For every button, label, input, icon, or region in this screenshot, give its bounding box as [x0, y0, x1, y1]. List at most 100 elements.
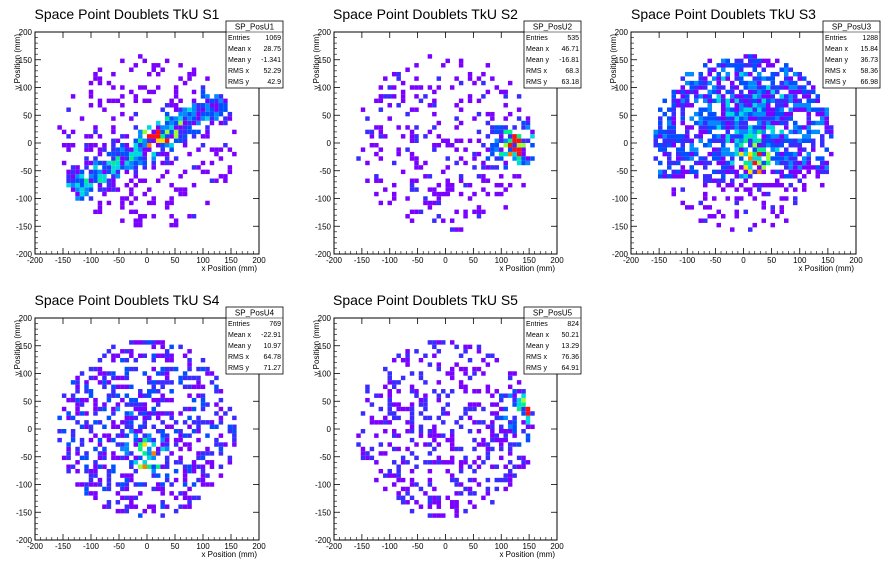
bin: [164, 371, 170, 376]
bin: [721, 178, 726, 183]
bin: [503, 433, 508, 438]
bin: [730, 151, 735, 157]
bin: [445, 411, 450, 416]
bin: [360, 451, 366, 456]
bin: [365, 455, 370, 461]
bin: [84, 143, 89, 148]
bin: [178, 429, 183, 434]
bin: [396, 491, 401, 496]
bin: [703, 218, 708, 223]
bin: [106, 437, 112, 443]
bin: [707, 214, 712, 219]
bin: [445, 191, 450, 197]
bin: [164, 205, 170, 210]
bin: [75, 384, 80, 390]
bin: [405, 125, 410, 130]
bin: [196, 375, 201, 381]
bin: [516, 116, 522, 121]
bin: [147, 340, 152, 345]
bin: [743, 165, 748, 170]
bin: [680, 147, 685, 152]
bin: [120, 384, 125, 390]
bin: [698, 156, 703, 161]
bin: [716, 147, 721, 152]
bin: [160, 143, 165, 148]
bin: [151, 504, 156, 509]
bin: [160, 107, 165, 112]
bin: [449, 182, 455, 188]
bin: [449, 429, 455, 434]
bin: [120, 433, 125, 438]
bin: [811, 143, 816, 148]
bin: [129, 429, 134, 434]
bin: [138, 54, 143, 59]
bin: [775, 71, 780, 77]
bin: [405, 353, 410, 358]
bin: [512, 389, 517, 394]
bin: [84, 482, 89, 487]
bin: [748, 169, 753, 175]
bin: [784, 134, 789, 139]
bin: [111, 129, 116, 135]
bin: [124, 196, 130, 201]
bin: [414, 85, 419, 90]
bin: [458, 384, 464, 390]
bin: [66, 397, 71, 403]
bin: [730, 178, 735, 183]
bin: [712, 178, 717, 183]
bin: [378, 178, 384, 183]
bin: [418, 504, 424, 509]
bin: [120, 495, 125, 501]
bin: [409, 424, 415, 429]
bin: [739, 182, 744, 188]
bin: [743, 169, 748, 175]
bin: [472, 420, 477, 425]
bin: [178, 98, 183, 104]
bin: [378, 94, 384, 99]
bin: [93, 178, 98, 183]
bin: [400, 495, 406, 501]
bin: [205, 200, 210, 206]
bin: [191, 107, 197, 112]
bin: [169, 389, 174, 394]
bin: [662, 143, 667, 148]
bin: [779, 103, 784, 108]
bin: [196, 116, 201, 121]
bin: [721, 143, 726, 148]
bin: [676, 134, 681, 139]
panel-s2: Space Point Doublets TkU S2-200 -150 -100-…: [312, 6, 582, 273]
bin: [739, 67, 744, 72]
bin: [761, 98, 766, 104]
bin: [120, 486, 125, 492]
bin: [449, 340, 455, 345]
bin: [173, 187, 179, 192]
bin: [784, 125, 789, 130]
bin: [703, 165, 708, 170]
bin: [164, 433, 170, 438]
bin: [111, 160, 116, 166]
bin: [414, 63, 419, 68]
bin: [79, 178, 85, 183]
bin: [512, 156, 517, 161]
bin: [369, 402, 375, 407]
bin: [698, 94, 703, 99]
bin: [485, 147, 491, 152]
bin: [138, 178, 143, 183]
bin: [111, 353, 116, 358]
bin: [784, 98, 789, 104]
bin: [779, 196, 784, 201]
bin: [716, 98, 721, 104]
bin: [178, 125, 183, 130]
bin: [409, 429, 415, 434]
bin: [757, 107, 762, 112]
bin: [820, 182, 825, 188]
stats-value: -16.81: [559, 57, 579, 64]
bin: [124, 486, 130, 492]
bin: [757, 94, 762, 99]
bin: [409, 482, 415, 487]
bin: [387, 85, 392, 90]
bin: [743, 103, 748, 108]
bin: [766, 89, 771, 95]
bin: [75, 420, 80, 425]
bin: [739, 147, 744, 152]
